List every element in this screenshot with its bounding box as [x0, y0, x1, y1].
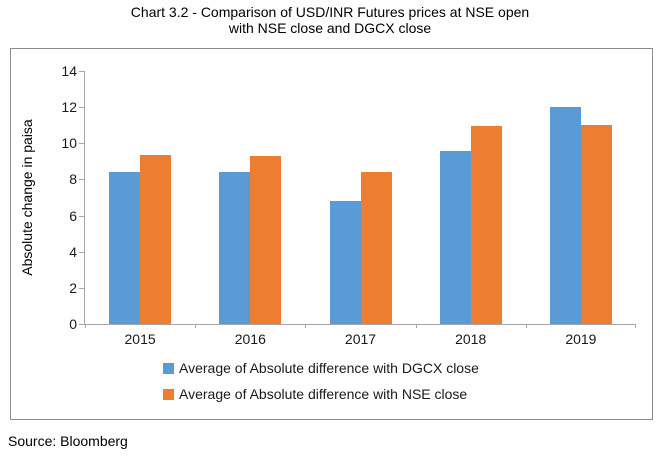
y-tick-label: 10: [61, 135, 77, 152]
plot-area: 0 2 4 6 8 10 12 14 2015 2016 2017 2018 2019: [61, 63, 636, 347]
x-tick-mark: [85, 324, 86, 328]
bar-2019-series2: [580, 125, 612, 324]
bar-2015-series2: [140, 155, 172, 324]
bar-2016-series1: [219, 172, 251, 324]
y-axis-title: Absolute change in paisa: [19, 119, 35, 276]
chart-title: Chart 3.2 - Comparison of USD/INR Future…: [0, 4, 660, 36]
x-axis-label: 2019: [565, 331, 597, 347]
x-tick-mark: [525, 324, 527, 328]
x-axis-label: 2016: [234, 331, 266, 347]
y-tick-label: 14: [61, 63, 77, 79]
x-tick-mark: [305, 324, 307, 328]
chart-frame: Absolute change in paisa 0 2 4 6 8 10 12 14 2015…: [10, 48, 653, 420]
legend-marker-series2: [163, 388, 174, 400]
bar-2015-series1: [109, 172, 141, 324]
x-tick-mark: [635, 324, 636, 328]
x-axis-label: 2018: [455, 331, 487, 347]
y-tick-label: 0: [69, 316, 77, 332]
y-tick-label: 4: [69, 243, 77, 260]
x-tick-mark: [195, 324, 197, 328]
y-tick-mark: [79, 107, 84, 109]
bar-2017-series1: [329, 201, 361, 324]
legend: Average of Absolute difference with DGCX…: [163, 355, 479, 407]
y-tick-mark: [79, 71, 84, 72]
bar-2016-series2: [250, 155, 282, 324]
y-tick-label: 6: [69, 207, 77, 224]
bar-2019-series1: [549, 107, 581, 324]
x-axis-label: 2015: [124, 331, 156, 347]
legend-label-series2: Average of Absolute difference with NSE …: [179, 386, 468, 402]
chart-title-line1: Chart 3.2 - Comparison of USD/INR Future…: [130, 4, 530, 20]
bar-2017-series2: [360, 172, 392, 324]
x-tick-mark: [415, 324, 417, 328]
y-tick-label: 2: [69, 279, 77, 296]
y-tick-mark: [79, 251, 84, 253]
bar-2018-series2: [470, 126, 502, 324]
x-axis-label: 2017: [344, 331, 377, 347]
legend-item-series2: Average of Absolute difference with NSE …: [163, 381, 479, 407]
legend-label-series1: Average of Absolute difference with DGCX…: [179, 360, 479, 376]
legend-marker-series1: [163, 362, 174, 374]
y-tick-mark: [79, 287, 84, 289]
y-tick-label: 12: [61, 99, 77, 116]
chart-title-line2: with NSE close and DGCX close: [228, 20, 432, 36]
legend-item-series1: Average of Absolute difference with DGCX…: [163, 355, 479, 381]
y-tick-mark: [79, 179, 84, 181]
bar-2018-series1: [439, 151, 471, 324]
y-tick-label: 8: [69, 171, 77, 188]
y-tick-mark: [79, 324, 84, 325]
source-note: Source: Bloomberg: [8, 433, 128, 449]
y-tick-mark: [79, 215, 84, 217]
y-tick-mark: [79, 143, 84, 145]
